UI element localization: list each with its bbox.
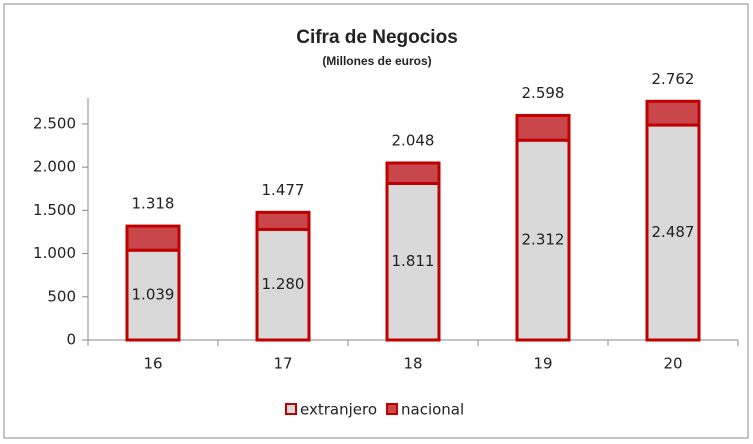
total-label: 1.318 bbox=[132, 195, 175, 213]
bar-segment bbox=[645, 123, 701, 342]
x-tick-label: 20 bbox=[663, 355, 682, 373]
y-tick-label: 500 bbox=[47, 287, 76, 305]
x-tick-label: 19 bbox=[533, 355, 552, 373]
value-label: 2.312 bbox=[522, 231, 565, 249]
total-label: 1.477 bbox=[262, 181, 305, 199]
total-label: 2.762 bbox=[652, 70, 695, 88]
value-label: 1.280 bbox=[262, 275, 305, 293]
bar-segment bbox=[385, 181, 441, 342]
y-tick-label: 1.500 bbox=[33, 201, 76, 219]
x-tick-label: 18 bbox=[403, 355, 422, 373]
value-label: 1.811 bbox=[392, 252, 435, 270]
y-tick-label: 1.000 bbox=[33, 244, 76, 262]
x-tick-label: 16 bbox=[143, 355, 162, 373]
bar-segment bbox=[125, 224, 181, 252]
legend-label: nacional bbox=[401, 401, 464, 419]
legend-label: extranjero bbox=[300, 401, 377, 419]
x-tick-label: 17 bbox=[273, 355, 292, 373]
y-tick-label: 2.500 bbox=[33, 114, 76, 132]
legend-swatch bbox=[285, 403, 297, 415]
y-tick-label: 2.000 bbox=[33, 158, 76, 176]
total-label: 2.048 bbox=[392, 131, 435, 149]
chart-subtitle: (Millones de euros) bbox=[322, 54, 431, 68]
bar-segment bbox=[515, 113, 571, 142]
value-label: 1.039 bbox=[132, 286, 175, 304]
y-tick-label: 0 bbox=[66, 331, 76, 349]
total-label: 2.598 bbox=[522, 84, 565, 102]
bar-segment bbox=[385, 161, 441, 185]
value-label: 2.487 bbox=[652, 223, 695, 241]
bar-segment bbox=[125, 248, 181, 342]
chart-border bbox=[3, 3, 749, 439]
bar-segment bbox=[515, 138, 571, 342]
legend-swatch bbox=[386, 403, 398, 415]
bar-segment bbox=[255, 227, 311, 342]
chart-title: Cifra de Negocios bbox=[296, 27, 458, 48]
bar-segment bbox=[645, 99, 701, 127]
bar-segment bbox=[255, 210, 311, 231]
